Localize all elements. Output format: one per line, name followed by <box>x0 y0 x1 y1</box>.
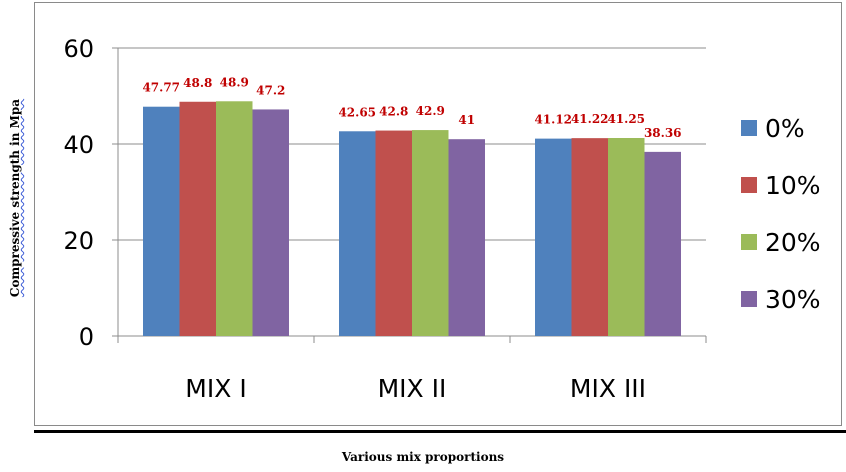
bar-20pct-2 <box>412 130 449 336</box>
bar-chart: 0 20 40 60 47.77 48.8 48.9 47.2 MIX I 42.65 42.8 42… <box>63 35 821 403</box>
bar-30pct-3 <box>644 151 681 336</box>
data-label: 48.8 <box>183 76 212 90</box>
bar-0pct-1 <box>143 106 180 336</box>
legend-label: 0% <box>765 114 805 143</box>
legend-swatch <box>741 177 757 193</box>
legend-label: 20% <box>765 228 821 257</box>
data-label: 41.25 <box>607 112 645 126</box>
data-label: 47.77 <box>142 81 180 95</box>
bar-20pct-1 <box>216 101 253 336</box>
chart-frame <box>34 2 842 426</box>
x-category-label: MIX I <box>185 374 246 403</box>
y-axis-label: Compressive strength in Mpa <box>8 98 22 298</box>
data-label: 42.65 <box>338 105 376 119</box>
legend-swatch <box>741 120 757 136</box>
bar-0pct-2 <box>339 131 376 336</box>
data-label: 48.9 <box>220 75 249 89</box>
y-tick-label: 40 <box>63 131 94 159</box>
x-category-label: MIX II <box>378 374 447 403</box>
bar-20pct-3 <box>608 138 645 336</box>
bar-30pct-2 <box>448 139 485 336</box>
data-label: 47.2 <box>256 83 285 97</box>
bar-30pct-1 <box>252 109 289 336</box>
data-label: 41.12 <box>534 113 572 127</box>
bar-10pct-3 <box>571 138 608 336</box>
data-label: 42.9 <box>416 104 445 118</box>
legend-label: 30% <box>765 285 821 314</box>
legend-swatch <box>741 291 757 307</box>
x-axis-label: Various mix proportions <box>341 450 505 464</box>
bar-10pct-2 <box>375 130 412 336</box>
bar-10pct-1 <box>179 101 216 336</box>
legend-swatch <box>741 234 757 250</box>
data-label: 38.36 <box>644 126 682 140</box>
divider-line <box>34 430 846 433</box>
y-tick-label: 0 <box>79 323 94 351</box>
data-label: 41.22 <box>571 112 609 126</box>
data-label: 41 <box>458 113 475 127</box>
y-tick-label: 60 <box>63 35 94 63</box>
bar-0pct-3 <box>535 138 572 336</box>
x-category-label: MIX III <box>570 374 646 403</box>
y-tick-label: 20 <box>63 227 94 255</box>
legend-label: 10% <box>765 171 821 200</box>
data-label: 42.8 <box>379 105 408 119</box>
